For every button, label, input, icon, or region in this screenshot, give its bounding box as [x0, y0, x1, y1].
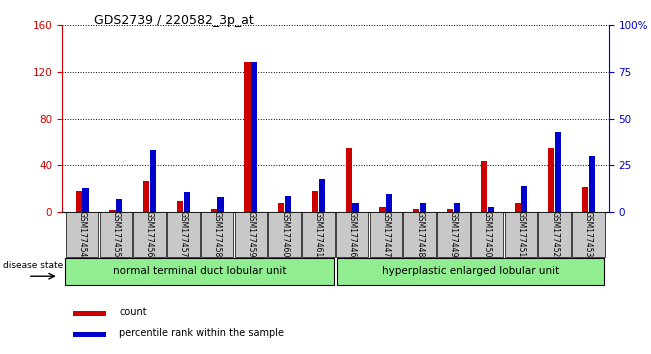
FancyBboxPatch shape — [167, 212, 200, 257]
Text: GSM177450: GSM177450 — [482, 211, 492, 258]
Bar — [217, 198, 223, 212]
FancyBboxPatch shape — [66, 212, 98, 257]
Text: GDS2739 / 220582_3p_at: GDS2739 / 220582_3p_at — [94, 14, 254, 27]
Bar — [380, 206, 385, 212]
Text: count: count — [119, 307, 147, 317]
Bar — [480, 161, 487, 212]
Bar — [184, 192, 190, 212]
Bar — [73, 332, 105, 337]
Text: GSM177454: GSM177454 — [77, 211, 87, 258]
FancyBboxPatch shape — [201, 212, 233, 257]
Text: GSM177457: GSM177457 — [179, 211, 188, 258]
Text: GSM177452: GSM177452 — [550, 211, 559, 258]
Bar — [312, 191, 318, 212]
Bar — [245, 62, 251, 212]
FancyBboxPatch shape — [302, 212, 335, 257]
Bar — [454, 203, 460, 212]
FancyBboxPatch shape — [437, 212, 469, 257]
Bar — [413, 209, 419, 212]
Bar — [116, 199, 122, 212]
Bar — [420, 203, 426, 212]
FancyBboxPatch shape — [100, 212, 132, 257]
FancyBboxPatch shape — [370, 212, 402, 257]
Bar — [555, 132, 561, 212]
Bar — [386, 194, 393, 212]
FancyBboxPatch shape — [538, 212, 571, 257]
FancyBboxPatch shape — [337, 258, 604, 285]
FancyBboxPatch shape — [268, 212, 301, 257]
Bar — [447, 209, 453, 212]
Bar — [548, 148, 555, 212]
Text: GSM177453: GSM177453 — [584, 211, 593, 258]
Bar — [83, 188, 89, 212]
Bar — [150, 150, 156, 212]
Bar — [285, 195, 291, 212]
Bar — [177, 201, 183, 212]
Bar — [109, 210, 115, 212]
FancyBboxPatch shape — [505, 212, 537, 257]
Bar — [211, 209, 217, 212]
Text: GSM177461: GSM177461 — [314, 211, 323, 258]
Bar — [319, 179, 325, 212]
Bar — [278, 203, 284, 212]
FancyBboxPatch shape — [65, 258, 334, 285]
Text: GSM177459: GSM177459 — [246, 211, 255, 258]
FancyBboxPatch shape — [572, 212, 605, 257]
Bar — [346, 148, 352, 212]
FancyBboxPatch shape — [336, 212, 368, 257]
Text: GSM177446: GSM177446 — [348, 211, 357, 258]
Bar — [582, 187, 588, 212]
FancyBboxPatch shape — [133, 212, 166, 257]
FancyBboxPatch shape — [404, 212, 436, 257]
Text: GSM177456: GSM177456 — [145, 211, 154, 258]
Bar — [76, 191, 82, 212]
Text: GSM177447: GSM177447 — [381, 211, 391, 258]
FancyBboxPatch shape — [471, 212, 503, 257]
Bar — [589, 156, 595, 212]
Bar — [251, 62, 257, 212]
Text: disease state: disease state — [3, 261, 63, 270]
Text: GSM177451: GSM177451 — [516, 211, 525, 258]
Bar — [521, 186, 527, 212]
Text: GSM177455: GSM177455 — [111, 211, 120, 258]
Text: GSM177449: GSM177449 — [449, 211, 458, 258]
Text: percentile rank within the sample: percentile rank within the sample — [119, 328, 284, 338]
Bar — [352, 203, 359, 212]
Text: GSM177448: GSM177448 — [415, 211, 424, 258]
FancyBboxPatch shape — [234, 212, 267, 257]
Bar — [143, 181, 149, 212]
Text: normal terminal duct lobular unit: normal terminal duct lobular unit — [113, 266, 287, 276]
Bar — [73, 311, 105, 316]
Bar — [514, 203, 521, 212]
Text: hyperplastic enlarged lobular unit: hyperplastic enlarged lobular unit — [381, 266, 559, 276]
Bar — [488, 207, 493, 212]
Text: GSM177460: GSM177460 — [280, 211, 289, 258]
Text: GSM177458: GSM177458 — [213, 211, 221, 258]
